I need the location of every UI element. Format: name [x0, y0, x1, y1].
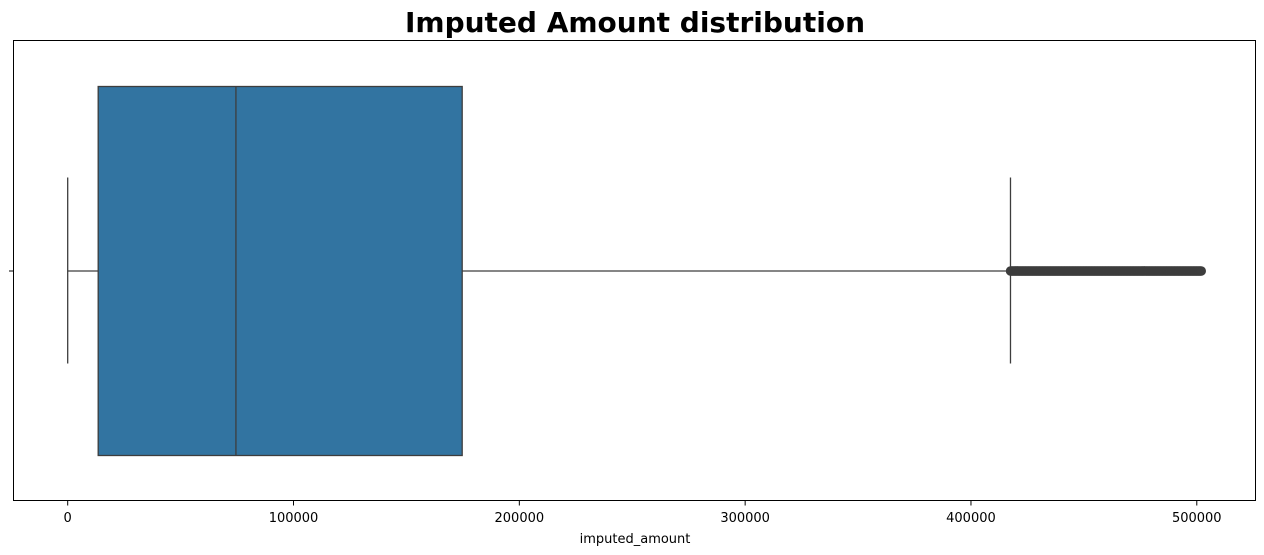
plot-area: 0 100000 200000 300000 400000 500000 imputed_…: [9, 40, 1256, 547]
x-tick-label: 100000: [269, 511, 319, 526]
outlier-points: [1005, 266, 1207, 276]
x-axis-label: imputed_amount: [580, 532, 691, 547]
chart-title: Imputed Amount distribution: [405, 6, 865, 39]
x-tick-label: 0: [64, 511, 72, 526]
iqr-box: [97, 85, 463, 457]
x-tick-label: 500000: [1172, 511, 1222, 526]
x-tick-label: 400000: [946, 511, 996, 526]
outlier-point: [1196, 266, 1207, 276]
x-tick-label: 200000: [495, 511, 545, 526]
boxplot: [67, 85, 1207, 457]
x-axis-ticks: 0 100000 200000 300000 400000 500000: [64, 500, 1222, 526]
x-tick-label: 300000: [720, 511, 770, 526]
